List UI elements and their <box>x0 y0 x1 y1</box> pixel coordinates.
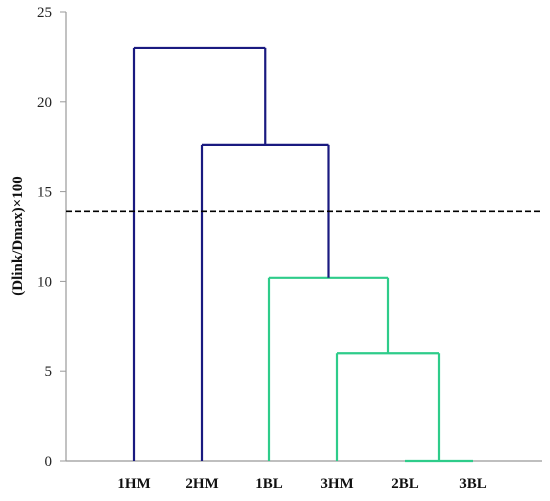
y-axis-title: (Dlink/Dmax)×100 <box>10 176 26 295</box>
y-axis-ticks: 0 5 10 15 20 25 <box>37 5 66 470</box>
y-tick-label: 0 <box>45 454 53 470</box>
dendrogram-links <box>132 46 473 463</box>
y-tick-label: 20 <box>37 95 52 111</box>
y-tick-label: 5 <box>45 364 53 380</box>
leaf-label: 1BL <box>255 476 283 492</box>
y-tick-label: 15 <box>37 185 52 201</box>
leaf-label: 3HM <box>320 476 353 492</box>
y-tick-label: 25 <box>37 5 52 21</box>
leaf-label: 2HM <box>185 476 218 492</box>
leaf-label: 1HM <box>117 476 150 492</box>
y-tick-label: 10 <box>37 274 52 290</box>
x-axis-labels: 1HM 2HM 1BL 3HM 2BL 3BL <box>117 476 486 492</box>
leaf-label: 2BL <box>391 476 419 492</box>
leaf-label: 3BL <box>459 476 487 492</box>
